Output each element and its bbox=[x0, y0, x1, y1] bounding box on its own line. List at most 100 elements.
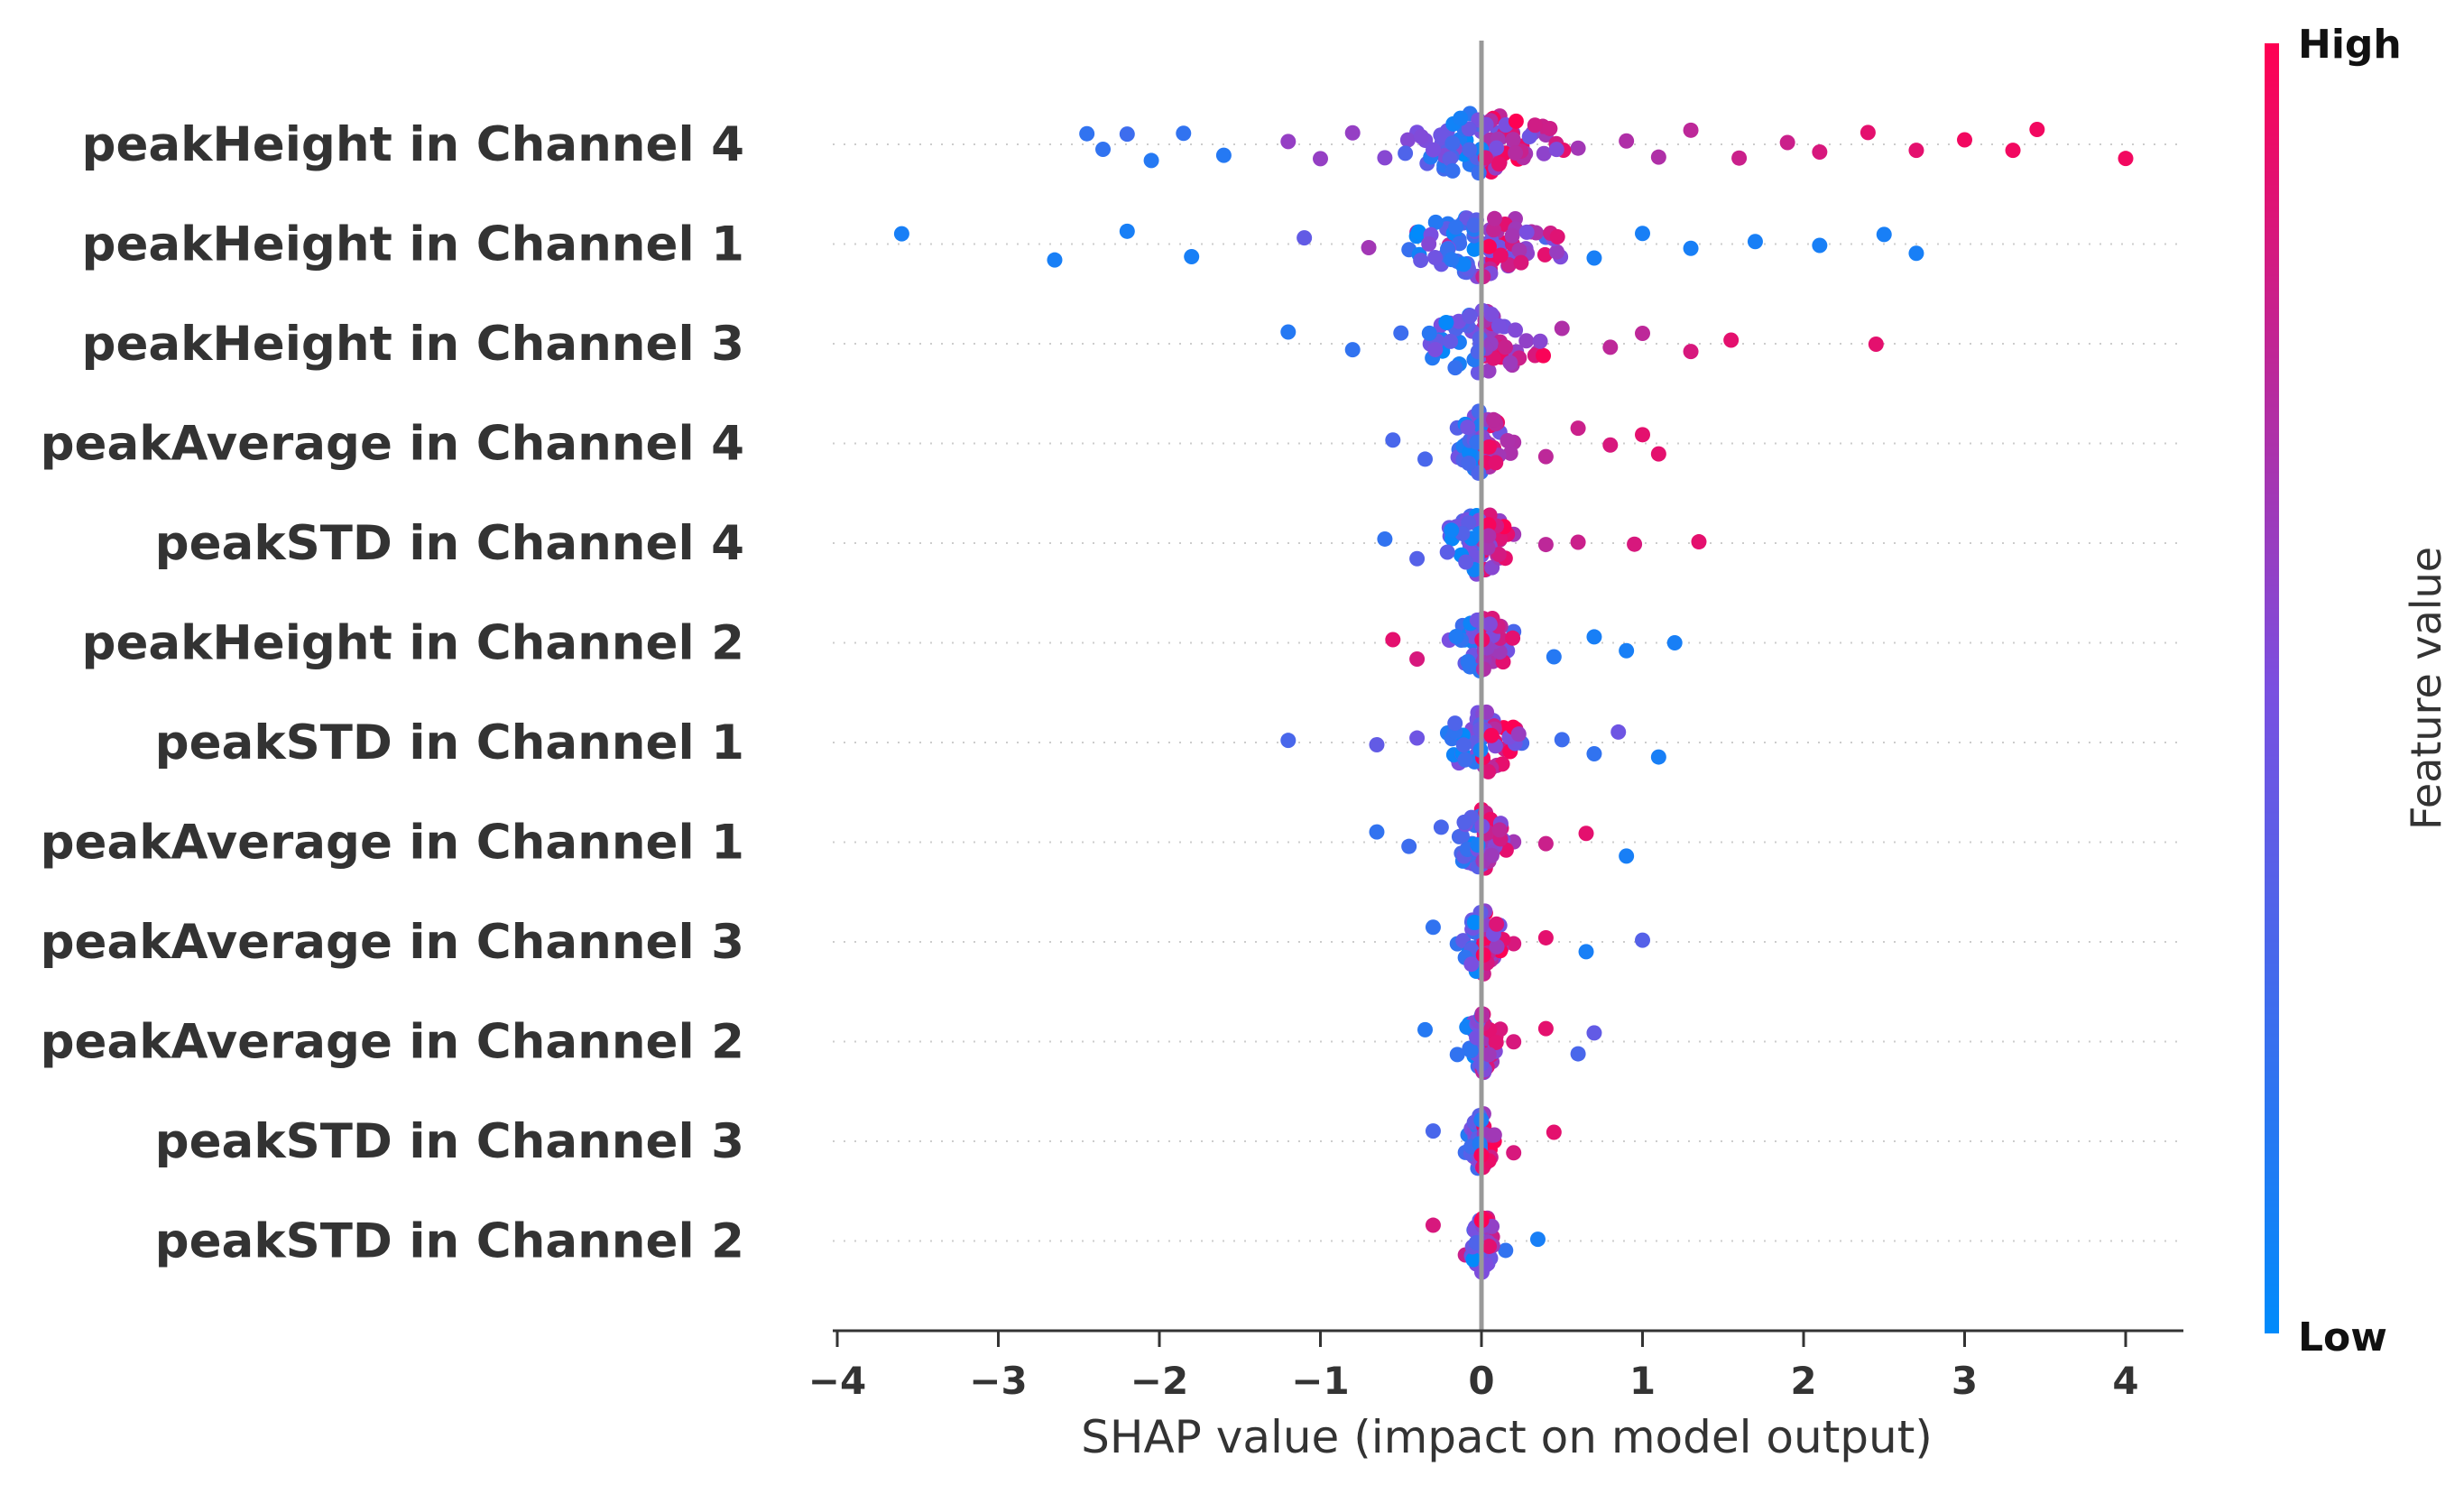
shap-point bbox=[1421, 325, 1437, 341]
shap-point bbox=[1876, 226, 1892, 243]
shap-point bbox=[1537, 835, 1554, 852]
shap-point bbox=[1463, 956, 1480, 973]
shap-point bbox=[1461, 455, 1477, 471]
shap-point bbox=[1409, 650, 1426, 667]
shap-point bbox=[1417, 451, 1434, 467]
shap-point bbox=[1466, 217, 1482, 234]
shap-point bbox=[1549, 244, 1565, 260]
shap-point bbox=[1466, 915, 1482, 931]
shap-point bbox=[1570, 534, 1586, 550]
shap-point bbox=[1453, 110, 1469, 126]
shap-point bbox=[1635, 932, 1650, 948]
feature-label: peakHeight in Channel 2 bbox=[82, 616, 744, 671]
shap-point bbox=[1449, 1047, 1465, 1063]
shap-point bbox=[1421, 235, 1437, 252]
shap-point bbox=[1683, 122, 1699, 138]
shap-point bbox=[1490, 318, 1507, 334]
shap-point bbox=[1458, 554, 1474, 570]
shap-point bbox=[1439, 544, 1455, 560]
shap-point bbox=[1489, 140, 1505, 156]
shap-point bbox=[1462, 142, 1478, 158]
shap-point bbox=[1481, 763, 1497, 779]
shap-point bbox=[1492, 1021, 1509, 1038]
shap-point bbox=[1570, 420, 1586, 437]
shap-point bbox=[1489, 916, 1505, 932]
shap-point bbox=[1510, 726, 1527, 742]
shap-point bbox=[1635, 226, 1650, 242]
shap-point bbox=[1184, 248, 1200, 264]
shap-point bbox=[2029, 121, 2045, 137]
shap-point bbox=[1377, 530, 1393, 547]
shap-point bbox=[1280, 733, 1297, 749]
shap-point bbox=[1602, 339, 1619, 355]
shap-point bbox=[1490, 547, 1507, 563]
feature-label: peakAverage in Channel 3 bbox=[41, 915, 744, 970]
shap-point bbox=[1344, 125, 1361, 141]
shap-point bbox=[1453, 828, 1470, 844]
shap-point bbox=[1502, 355, 1518, 371]
shap-point bbox=[1425, 1123, 1441, 1139]
shap-point bbox=[1498, 1242, 1514, 1259]
shap-point bbox=[1812, 237, 1828, 254]
shap-point bbox=[1483, 847, 1500, 863]
shap-point bbox=[1683, 344, 1699, 360]
shap-point bbox=[2118, 151, 2134, 167]
shap-point bbox=[1176, 125, 1192, 142]
shap-point bbox=[1619, 642, 1635, 659]
shap-point bbox=[1297, 230, 1313, 246]
feature-label: peakAverage in Channel 1 bbox=[41, 816, 744, 871]
x-tick-label: −2 bbox=[1130, 1359, 1188, 1403]
shap-point bbox=[1344, 342, 1361, 358]
shap-point bbox=[1119, 223, 1135, 239]
shap-point bbox=[1377, 150, 1393, 166]
shap-point bbox=[1481, 1047, 1497, 1063]
x-axis-title: SHAP value (impact on model output) bbox=[1081, 1411, 1933, 1463]
shap-point bbox=[1119, 126, 1135, 143]
shap-point bbox=[1465, 1251, 1481, 1268]
shap-point bbox=[1578, 944, 1594, 960]
shap-point bbox=[1908, 143, 1924, 159]
shap-point bbox=[1546, 1124, 1562, 1140]
x-tick-label: 3 bbox=[1952, 1359, 1978, 1403]
shap-point bbox=[1455, 737, 1472, 753]
shap-point bbox=[1537, 448, 1554, 465]
shap-point bbox=[1079, 125, 1095, 142]
shap-point bbox=[1487, 210, 1503, 226]
colorbar-gradient bbox=[2265, 43, 2279, 1333]
x-tick-label: 2 bbox=[1790, 1359, 1816, 1403]
shap-point bbox=[1508, 144, 1524, 161]
shap-point bbox=[1542, 120, 1558, 136]
shap-point bbox=[1506, 1034, 1522, 1050]
shap-point bbox=[1460, 653, 1476, 669]
shap-point bbox=[1502, 445, 1518, 461]
shap-point bbox=[1554, 732, 1570, 748]
shap-point bbox=[1444, 162, 1461, 179]
shap-point bbox=[1747, 234, 1763, 250]
shap-point bbox=[1570, 1046, 1586, 1062]
shap-point bbox=[1280, 324, 1297, 340]
shap-point bbox=[1691, 534, 1707, 550]
feature-label: peakAverage in Channel 2 bbox=[41, 1015, 744, 1070]
colorbar: High Low Feature value bbox=[2265, 22, 2450, 1360]
shap-point bbox=[1313, 151, 1328, 167]
shap-point bbox=[1463, 1043, 1479, 1059]
shap-point bbox=[2005, 143, 2021, 159]
shap-point bbox=[1731, 150, 1748, 166]
shap-point bbox=[1488, 455, 1504, 471]
shap-point bbox=[1483, 727, 1500, 743]
shap-point bbox=[1619, 133, 1635, 149]
shap-point bbox=[1489, 938, 1505, 955]
shap-point bbox=[1666, 634, 1683, 650]
shap-point bbox=[1444, 135, 1461, 152]
shap-point bbox=[1635, 427, 1650, 443]
shap-point bbox=[1635, 326, 1650, 342]
colorbar-title: Feature value bbox=[2402, 547, 2450, 830]
shap-point bbox=[1549, 228, 1565, 244]
shap-point bbox=[1143, 152, 1159, 169]
shap-point bbox=[1504, 227, 1520, 244]
shap-point bbox=[1546, 649, 1562, 665]
shap-point bbox=[1586, 1025, 1602, 1041]
shap-point bbox=[1425, 1217, 1441, 1233]
feature-label: peakHeight in Channel 4 bbox=[82, 117, 744, 172]
shap-point bbox=[1447, 360, 1463, 376]
